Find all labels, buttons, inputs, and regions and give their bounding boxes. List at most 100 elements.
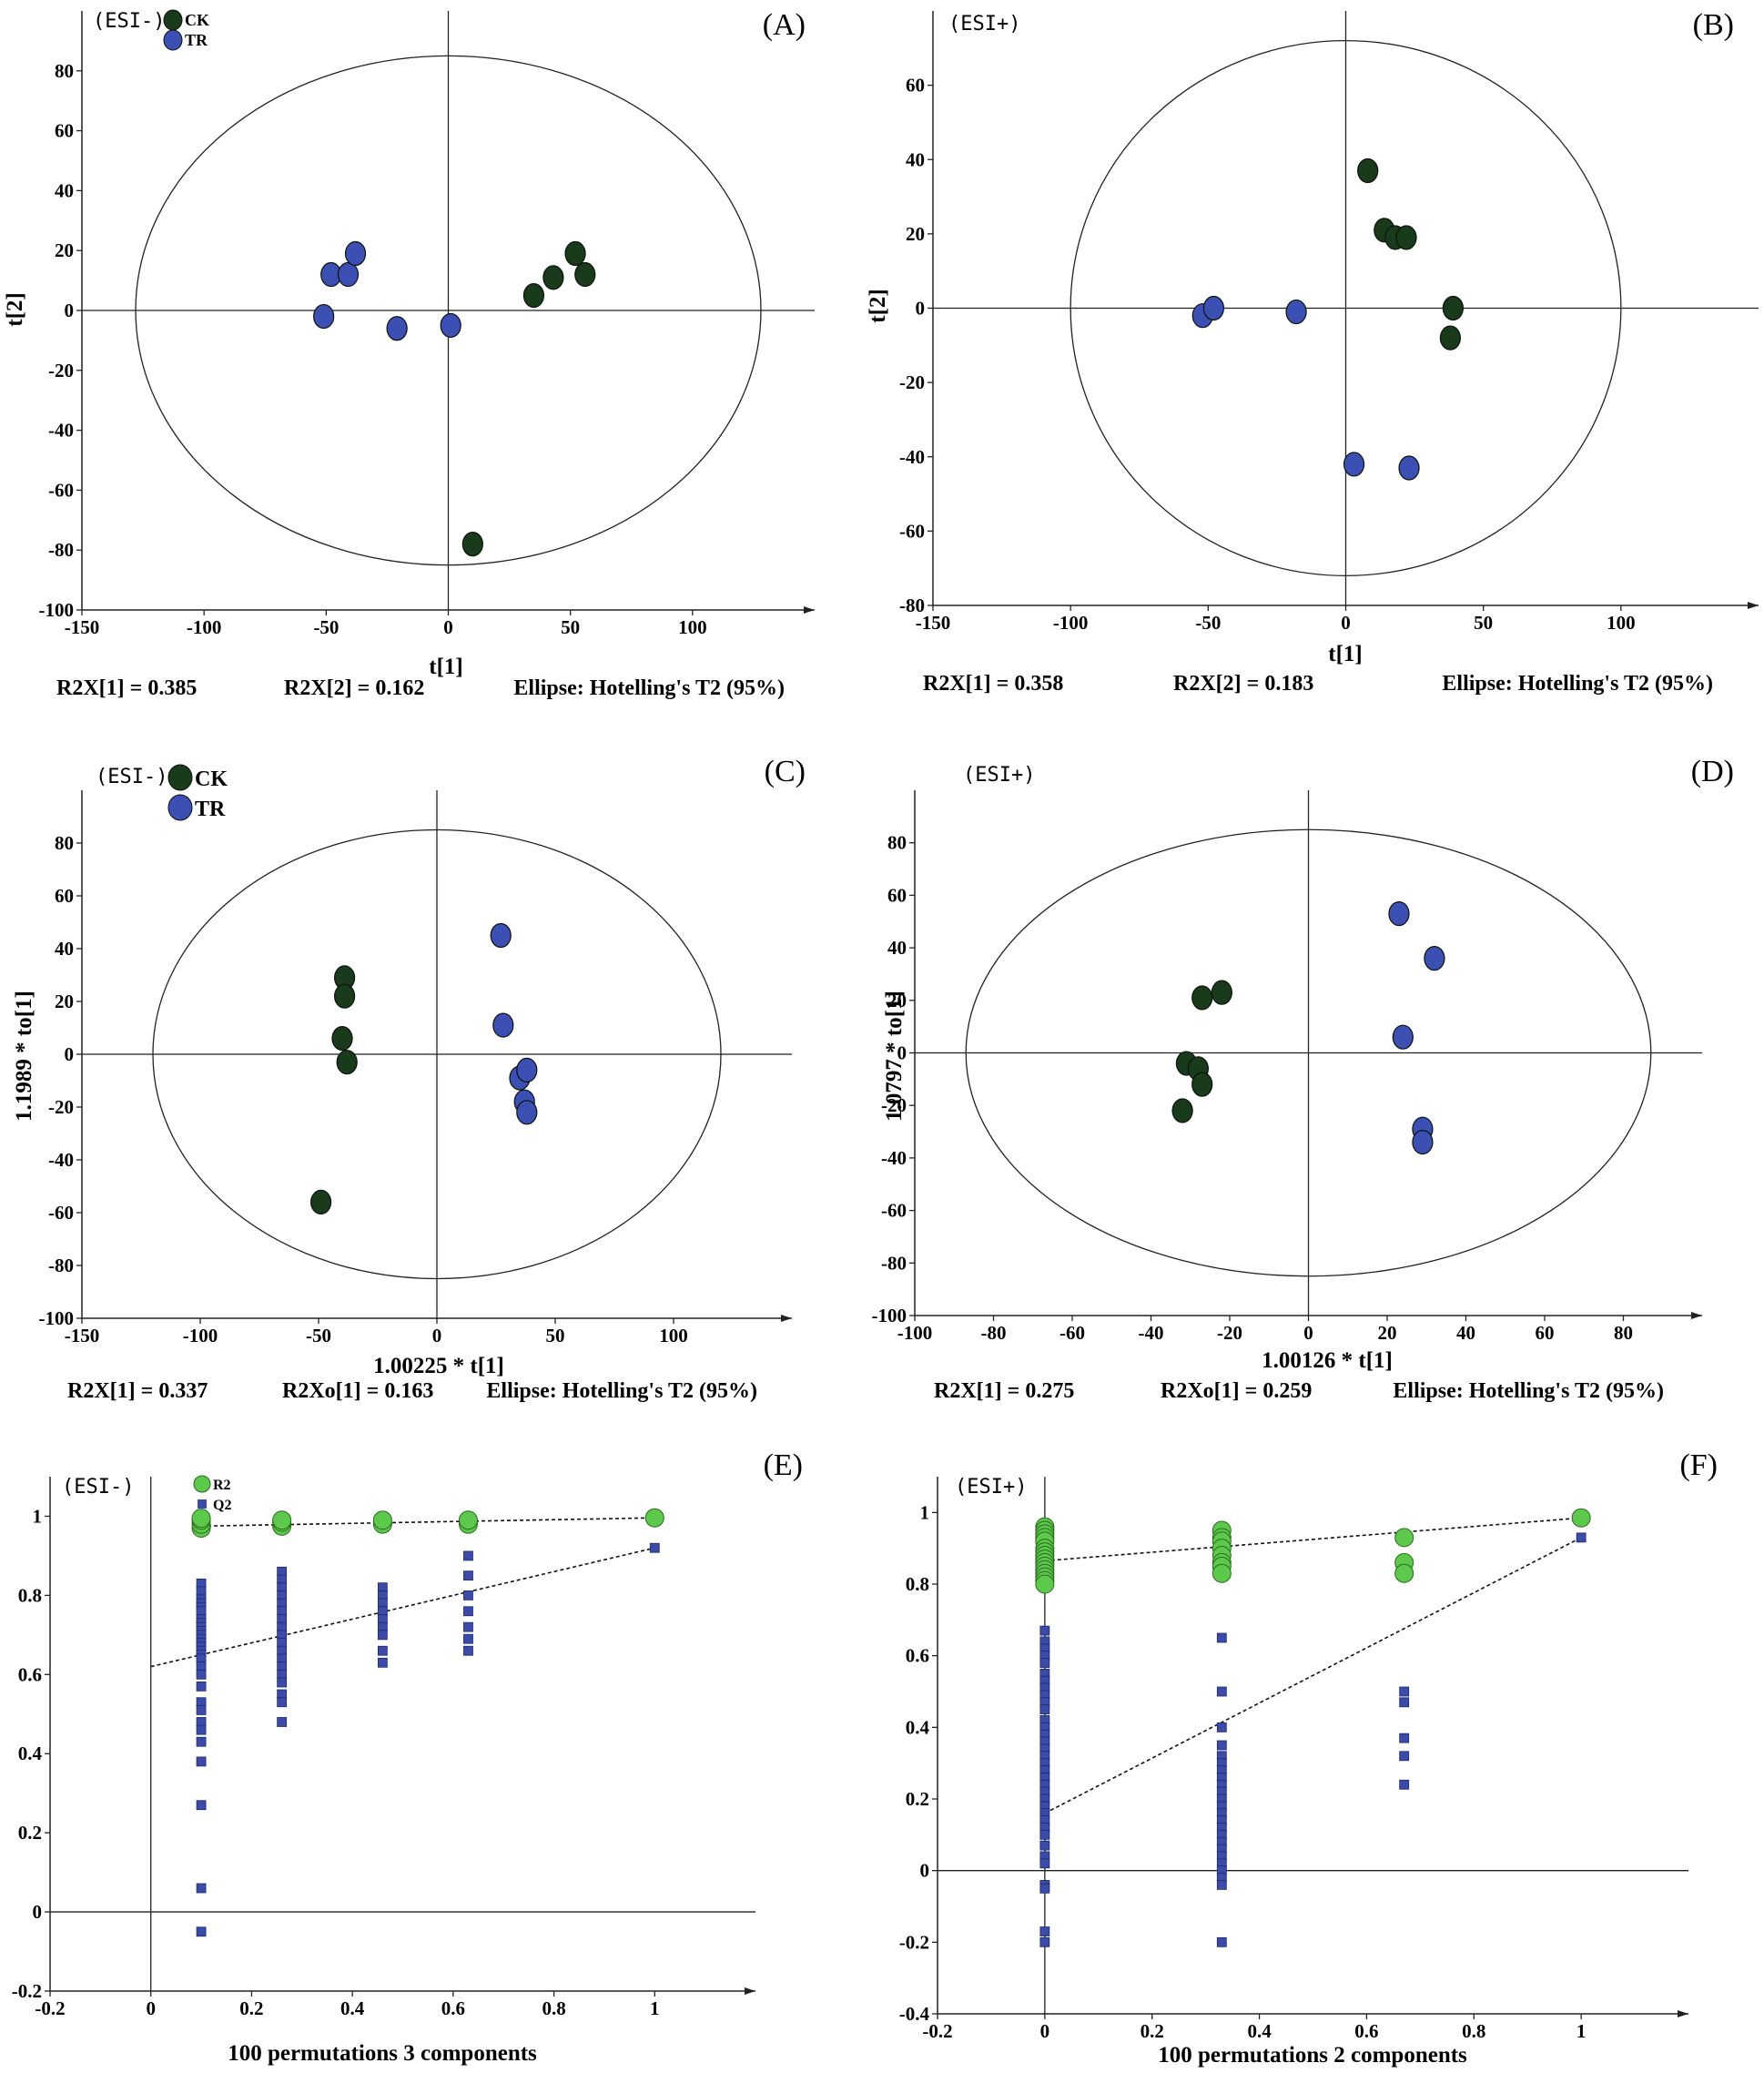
- r2-point: [1035, 1574, 1055, 1594]
- r2-point: [1394, 1563, 1414, 1583]
- x-axis-label: 100 permutations 3 components: [228, 2041, 537, 2066]
- q2-point: [1039, 1625, 1050, 1636]
- x-axis-arrow: [1678, 2010, 1688, 2017]
- ck-point: [542, 265, 564, 290]
- q2-point: [463, 1590, 473, 1600]
- tr-point: [386, 316, 408, 341]
- x-tick-label: -100: [1053, 612, 1089, 634]
- y-tick-label: -20: [899, 371, 925, 393]
- x-tick-label: 60: [1536, 1322, 1555, 1344]
- panel-d: -100 -80 -60 -40 -20 0 20 40 60 80 -100 -80 -60 -40 -2…: [872, 755, 1735, 1403]
- x-tick-label: 0: [1341, 612, 1351, 634]
- y-tick-label: -100: [39, 1307, 75, 1329]
- r2-regression-line: [201, 1517, 655, 1528]
- y-tick-label: -40: [48, 420, 74, 442]
- model-statistic: R2X[1] = 0.275: [934, 1379, 1074, 1403]
- r2-point: [458, 1510, 478, 1530]
- tr-point: [344, 240, 367, 267]
- ck-point: [1442, 295, 1465, 321]
- x-tick-label: -40: [1139, 1322, 1164, 1344]
- q2-point: [196, 1724, 207, 1735]
- tr-point: [1412, 1129, 1434, 1155]
- q2-point: [1399, 1779, 1410, 1790]
- q2-point: [196, 1800, 207, 1811]
- q2-point: [1399, 1686, 1410, 1697]
- q2-point: [1039, 1829, 1050, 1840]
- panel-f: -0.2 0 0.2 0.4 0.6 0.8 1-0.4-0.200.20.40.60.81…: [899, 1448, 1718, 2068]
- panel-label: (C): [765, 755, 806, 788]
- x-axis-arrow: [1691, 1312, 1702, 1319]
- y-tick-label: -80: [48, 1255, 74, 1276]
- legend-tr-marker: [163, 29, 183, 51]
- q2-regression-line: [150, 1547, 655, 1668]
- q2-point: [1039, 1704, 1050, 1715]
- q2-point: [1399, 1751, 1410, 1762]
- q2-point: [1399, 1697, 1410, 1708]
- model-statistic: Ellipse: Hotelling's T2 (95%): [513, 676, 785, 700]
- ck-point: [1439, 325, 1461, 351]
- legend-label: Q2: [213, 1498, 231, 1513]
- legend: CK TR: [163, 9, 209, 51]
- r2-point: [1394, 1528, 1414, 1548]
- y-tick-label: -40: [881, 1147, 907, 1169]
- model-statistic: R2X[1] = 0.385: [56, 676, 197, 700]
- series-tr: [1388, 900, 1445, 1155]
- q2-point: [277, 1697, 288, 1708]
- model-statistic: Ellipse: Hotelling's T2 (95%): [486, 1379, 757, 1403]
- x-tick-label: 1: [650, 1997, 660, 2019]
- tr-point: [313, 303, 335, 330]
- q2-point: [377, 1645, 388, 1656]
- series-tr: [1191, 295, 1420, 481]
- x-axis-label: t[1]: [1328, 642, 1362, 666]
- ck-point: [334, 983, 356, 1009]
- legend-ck-marker: [163, 9, 183, 31]
- model-statistic: R2X[2] = 0.162: [284, 676, 424, 700]
- esi-mode-label: (ESI-): [93, 10, 165, 33]
- x-tick-label: 0: [432, 1325, 442, 1346]
- x-tick-label: 0.8: [1462, 2020, 1485, 2042]
- y-tick-label: 0.8: [906, 1573, 929, 1595]
- legend-tr-marker: [167, 794, 193, 821]
- panel-b: -150 -100 -50 0 50 100 -80 -60 -40 -20 0 20 40 60 (B) (…: [866, 8, 1759, 696]
- q2-point: [1576, 1532, 1587, 1543]
- q2-point: [1039, 1926, 1050, 1936]
- panel-label: (B): [1693, 8, 1734, 42]
- y-tick-label: 40: [55, 938, 74, 960]
- legend-r2-marker: [193, 1475, 211, 1493]
- x-tick-label: 100: [678, 616, 707, 638]
- q2-point: [1039, 1658, 1050, 1668]
- x-tick-label: 0.6: [441, 1997, 465, 2019]
- x-tick-label: -0.2: [35, 1997, 65, 2019]
- q2-regression-line: [1044, 1537, 1582, 1814]
- x-axis-arrow: [781, 1315, 792, 1322]
- ck-point: [331, 1025, 353, 1052]
- panel-c: -150 -100 -50 0 50 100-100-80-60-40-200204060…: [12, 755, 806, 1403]
- legend-label: CK: [185, 11, 209, 29]
- x-tick-label: -50: [1195, 612, 1221, 634]
- y-tick-label: 0.4: [906, 1716, 930, 1738]
- y-tick-label: 0.2: [18, 1822, 42, 1844]
- ck-point: [1191, 1072, 1213, 1097]
- x-tick-label: 0.4: [340, 1997, 365, 2019]
- x-tick-label: 0.2: [1141, 2020, 1164, 2042]
- q2-point: [1216, 1879, 1227, 1890]
- x-tick-label: 1: [1576, 2020, 1587, 2042]
- series-ck: [310, 965, 358, 1215]
- r2-point: [191, 1509, 211, 1529]
- ck-point: [1395, 225, 1417, 250]
- y-tick-label: 20: [55, 991, 74, 1012]
- hotelling-ellipse: [135, 55, 762, 566]
- y-tick-label: 80: [55, 60, 74, 82]
- model-statistic: Ellipse: Hotelling's T2 (95%): [1393, 1379, 1664, 1403]
- x-tick-label: 0: [146, 1997, 156, 2019]
- y-axis-label: 1.1989 * to[1]: [12, 991, 36, 1122]
- q2-point: [1216, 1632, 1227, 1643]
- series-tr: [490, 922, 538, 1125]
- tr-point: [1398, 455, 1420, 481]
- r2-regression-line: [1044, 1517, 1582, 1562]
- panel-label: (E): [764, 1448, 803, 1482]
- y-tick-label: -40: [48, 1149, 74, 1171]
- ck-point: [461, 532, 483, 557]
- r2-point: [1211, 1563, 1232, 1583]
